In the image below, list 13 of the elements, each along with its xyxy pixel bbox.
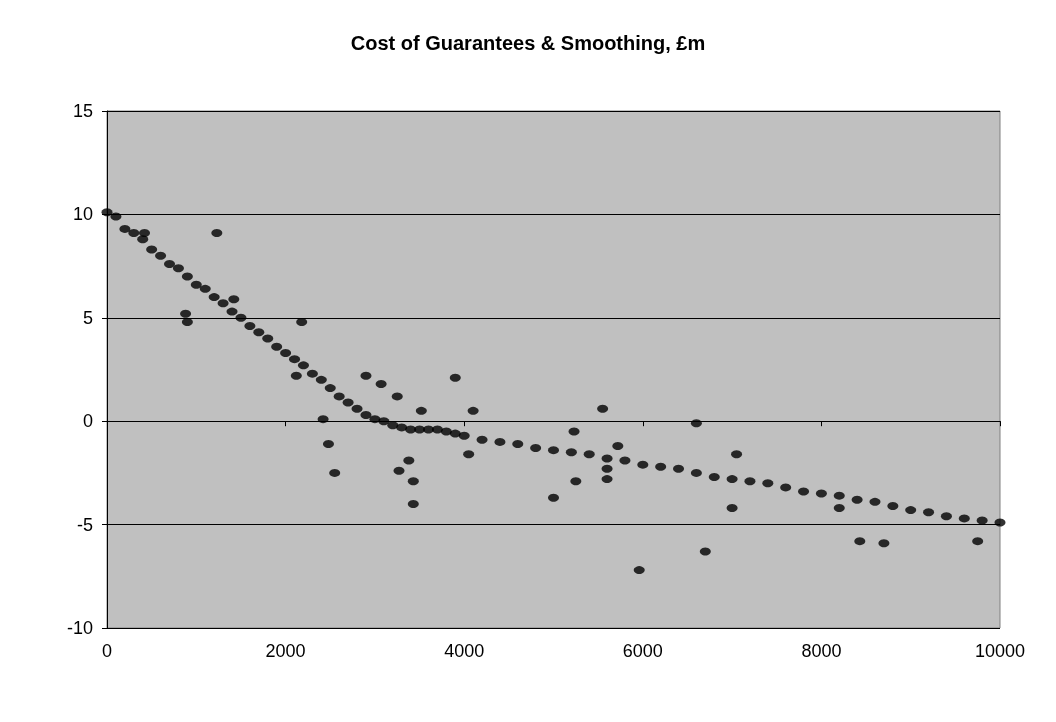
y-tick-label: -5 (76, 514, 93, 535)
x-tick-label: 0 (101, 641, 113, 661)
x-tick-label: 10000 (974, 641, 1026, 661)
y-tick-label: 15 (72, 101, 93, 121)
x-tick-label: 2000 (265, 641, 306, 661)
x-tick-label: 4000 (444, 641, 485, 661)
x-tick-label: 8000 (801, 641, 842, 661)
y-tick-label: 5 (82, 307, 93, 328)
y-tick-label: -10 (66, 618, 93, 638)
x-tick-label: 6000 (622, 641, 663, 661)
y-tick-label: 10 (72, 204, 93, 225)
chart-title: Cost of Guarantees & Smoothing, £m (350, 32, 706, 54)
y-tick-label: 0 (82, 411, 93, 432)
